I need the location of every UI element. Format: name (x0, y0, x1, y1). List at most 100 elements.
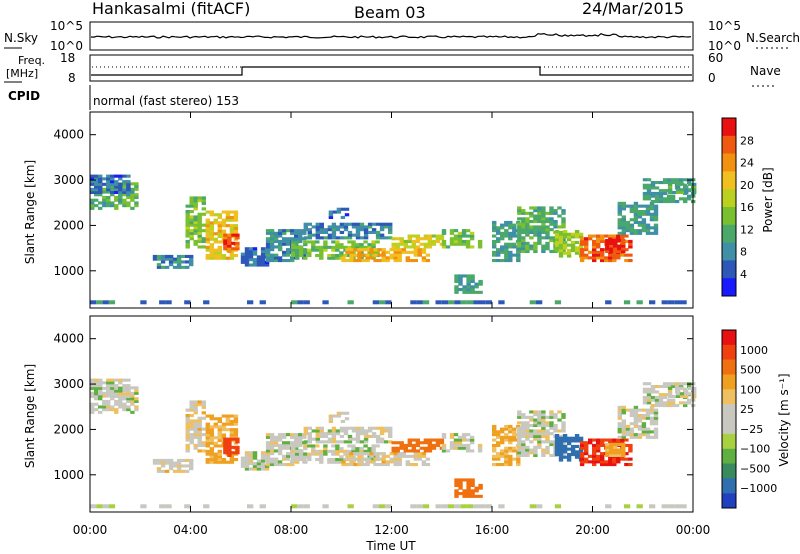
velocity-cells (90, 378, 697, 509)
power-cell (561, 225, 566, 229)
velocity-cell (375, 437, 381, 441)
velocity-cell (240, 456, 246, 460)
velocity-cell (470, 489, 475, 493)
power-cell (297, 300, 304, 305)
power-cell (403, 239, 408, 243)
velocity-cell (557, 418, 562, 422)
power-cell (512, 229, 517, 233)
power-cell (221, 256, 227, 260)
velocity-cell (666, 382, 672, 386)
velocity-cell (340, 411, 346, 415)
power-cell (617, 239, 622, 243)
velocity-cell (357, 463, 362, 467)
power-cell (291, 240, 296, 244)
power-cell (541, 211, 546, 215)
power-cell (185, 212, 190, 216)
power-cell (628, 242, 633, 246)
power-cell (533, 249, 538, 253)
velocity-cell (307, 434, 312, 438)
velocity-cell (322, 504, 329, 509)
power-cell (500, 237, 505, 241)
power-cell (628, 253, 633, 257)
power-cell (417, 253, 422, 257)
velocity-cell (600, 441, 605, 445)
power-cell (277, 245, 283, 249)
velocity-cell (500, 463, 505, 467)
power-cell (537, 241, 542, 245)
power-cell (164, 257, 170, 261)
power-cell (633, 220, 639, 224)
velocity-cell (156, 458, 162, 462)
velocity-cell (637, 427, 643, 431)
power-cell (277, 231, 283, 235)
velocity-cell (504, 438, 509, 442)
power-cell (286, 239, 291, 243)
power-cell (114, 198, 119, 202)
velocity-cell (453, 433, 459, 437)
power-cell (213, 232, 218, 236)
power-cell (94, 180, 99, 184)
power-cell (231, 247, 236, 251)
power-cell (339, 245, 344, 249)
velocity-cell (441, 449, 447, 453)
power-cell (553, 209, 558, 213)
velocity-cell (225, 460, 231, 464)
power-cell (500, 248, 505, 252)
power-cell (541, 228, 546, 232)
power-cell (645, 212, 651, 216)
velocity-cell (365, 452, 370, 456)
velocity-cell (641, 427, 647, 431)
velocity-cell (541, 440, 546, 444)
power-cell (512, 223, 517, 227)
power-cell (185, 239, 190, 243)
power-cell (248, 249, 254, 253)
power-cell (649, 218, 655, 222)
velocity-cell (658, 404, 664, 408)
power-cell (549, 209, 554, 213)
power-cell (641, 229, 647, 233)
velocity-cell (500, 435, 505, 439)
power-cell (102, 204, 107, 208)
velocity-cell (185, 443, 190, 447)
colorbar-swatch (722, 118, 736, 137)
velocity-cell (371, 444, 376, 448)
colorbar-tick-label: 20 (740, 179, 754, 192)
velocity-cell (344, 411, 350, 415)
velocity-cell (299, 455, 304, 459)
velocity-cell (605, 445, 610, 449)
power-cell (323, 248, 328, 252)
velocity-cell (102, 399, 107, 403)
velocity-cell (122, 397, 127, 401)
velocity-cell (229, 422, 235, 426)
power-cell (335, 245, 340, 249)
power-cell (517, 230, 522, 234)
velocity-cell (297, 504, 304, 509)
power-cell (98, 206, 103, 210)
power-cell (98, 177, 103, 181)
power-cell (508, 245, 513, 249)
power-cell (453, 242, 459, 246)
velocity-cell (541, 410, 546, 414)
velocity-cell (649, 430, 655, 434)
power-cell (102, 198, 107, 202)
velocity-cell (335, 449, 340, 453)
velocity-cell (466, 504, 474, 509)
power-cell (658, 189, 664, 193)
velocity-cell (600, 457, 605, 461)
power-cell (102, 182, 107, 186)
power-cell (401, 250, 406, 254)
velocity-cell (649, 405, 655, 409)
power-cell (641, 210, 647, 214)
velocity-cell (106, 392, 111, 396)
velocity-cell (265, 446, 271, 450)
velocity-cell (584, 446, 589, 450)
velocity-cell (609, 448, 614, 452)
velocity-cell (339, 440, 345, 444)
power-cell (612, 234, 617, 238)
velocity-cell (465, 438, 471, 442)
power-cell (286, 229, 291, 233)
power-cell (90, 204, 95, 208)
power-cell (319, 225, 324, 229)
